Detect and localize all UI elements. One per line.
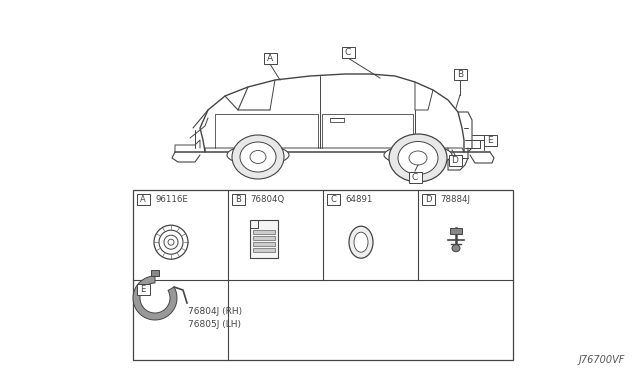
Text: E: E — [140, 285, 146, 294]
Ellipse shape — [250, 151, 266, 164]
Text: C: C — [412, 173, 418, 182]
Bar — [136, 283, 150, 295]
Text: D: D — [425, 195, 431, 203]
Text: B: B — [235, 195, 241, 203]
Bar — [133, 190, 513, 360]
Text: B: B — [457, 70, 463, 78]
Bar — [136, 193, 150, 205]
Text: A: A — [267, 54, 273, 62]
Bar — [253, 230, 275, 234]
Bar — [450, 228, 462, 234]
Bar — [326, 193, 339, 205]
Bar — [483, 135, 497, 145]
Text: 78884J: 78884J — [440, 195, 470, 203]
Ellipse shape — [227, 145, 289, 165]
Bar — [449, 154, 461, 166]
Text: D: D — [452, 155, 458, 164]
Bar — [253, 248, 275, 252]
Text: 96116E: 96116E — [155, 195, 188, 203]
Ellipse shape — [349, 226, 373, 258]
Ellipse shape — [240, 142, 276, 172]
Bar — [408, 171, 422, 183]
Bar — [253, 236, 275, 240]
Text: 76804Q: 76804Q — [250, 195, 284, 203]
Text: 64891: 64891 — [345, 195, 372, 203]
Ellipse shape — [452, 245, 460, 252]
Text: 76804J (RH)
76805J (LH): 76804J (RH) 76805J (LH) — [188, 307, 242, 329]
Text: A: A — [140, 195, 146, 203]
Ellipse shape — [409, 151, 427, 165]
Ellipse shape — [389, 134, 447, 182]
Text: C: C — [330, 195, 336, 203]
Bar — [422, 193, 435, 205]
Text: J76700VF: J76700VF — [579, 355, 625, 365]
Ellipse shape — [354, 232, 368, 252]
Bar — [253, 242, 275, 246]
Bar — [264, 52, 276, 64]
Bar — [342, 46, 355, 58]
Polygon shape — [133, 276, 177, 320]
Bar — [454, 68, 467, 80]
Bar — [250, 220, 278, 258]
Bar — [151, 270, 159, 276]
Ellipse shape — [384, 145, 452, 165]
Ellipse shape — [398, 141, 438, 174]
Ellipse shape — [232, 135, 284, 179]
Bar — [232, 193, 244, 205]
Text: C: C — [345, 48, 351, 57]
Text: E: E — [487, 135, 493, 144]
